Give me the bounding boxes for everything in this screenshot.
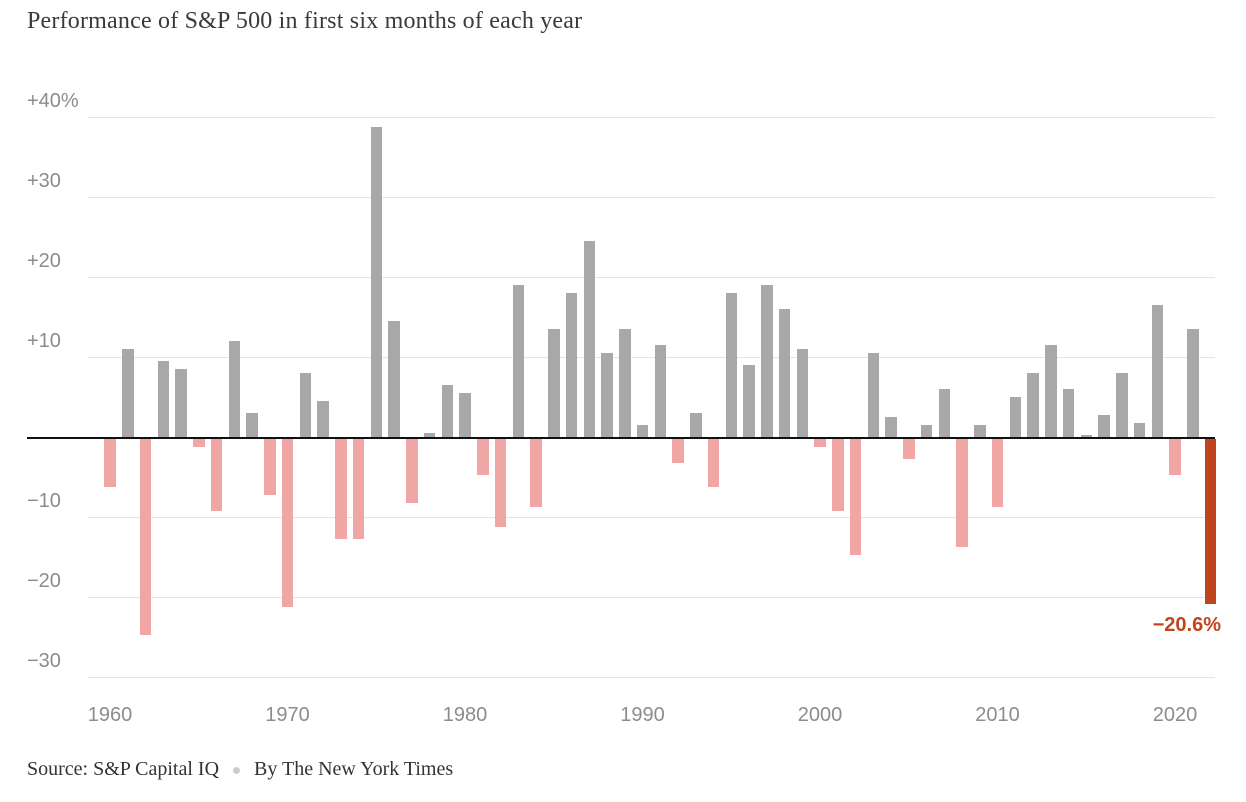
bar-1995 [725, 293, 737, 437]
bar-1965 [193, 439, 205, 447]
zero-baseline [27, 437, 1215, 439]
x-axis-label-1970: 1970 [265, 704, 310, 726]
x-axis-label-1990: 1990 [620, 704, 665, 726]
bar-1964 [175, 369, 187, 437]
bar-1963 [157, 361, 169, 437]
gridline-20 [88, 277, 1215, 278]
bar-2009 [974, 425, 986, 437]
bar-1988 [601, 353, 613, 437]
bar-1987 [583, 241, 595, 437]
byline-text: By The New York Times [254, 758, 454, 780]
y-axis-label--30: −30 [27, 650, 61, 672]
bar-2005 [903, 439, 915, 459]
bar-1993 [690, 413, 702, 437]
bar-1991 [654, 345, 666, 437]
bar-2002 [849, 439, 862, 555]
bar-2018 [1133, 423, 1146, 437]
x-axis-label-1980: 1980 [442, 704, 488, 726]
bar-1986 [565, 293, 578, 437]
bar-1979 [441, 385, 453, 437]
bar-1984 [530, 439, 542, 507]
y-axis-label-10: +10 [27, 330, 61, 352]
bar-1980 [459, 393, 471, 437]
highlight-value-label: −20.6% [1152, 614, 1221, 636]
y-axis-label--20: −20 [27, 570, 61, 592]
bar-2020 [1169, 439, 1181, 475]
separator-dot-icon [233, 767, 241, 774]
bar-1967 [228, 341, 240, 437]
bar-2011 [1009, 397, 1021, 437]
bar-1960 [104, 439, 116, 487]
bar-1976 [388, 321, 400, 437]
bar-1994 [707, 439, 720, 487]
y-axis-label-20: +20 [27, 250, 61, 272]
bar-2012 [1027, 373, 1039, 437]
bar-2021 [1187, 329, 1199, 437]
bar-2003 [867, 353, 879, 437]
footer-line: Source: S&P Capital IQ By The New York T… [27, 758, 453, 781]
x-axis-label-2020: 2020 [1152, 704, 1198, 726]
gridline--10 [88, 517, 1215, 518]
y-axis-label--10: −10 [27, 490, 61, 512]
bar-1977 [406, 439, 418, 503]
bar-1989 [619, 329, 631, 437]
bar-1981 [477, 439, 489, 475]
bar-1970 [281, 439, 294, 607]
gridline--20 [88, 597, 1215, 598]
bar-1973 [335, 439, 347, 539]
bar-1969 [264, 439, 276, 495]
bar-2004 [885, 417, 897, 437]
gridline--30 [88, 677, 1215, 678]
bar-1990 [636, 425, 649, 437]
bar-1997 [761, 285, 773, 437]
bar-2017 [1116, 373, 1128, 437]
bar-2007 [938, 389, 950, 437]
bar-1962 [139, 439, 152, 635]
bar-1974 [352, 439, 365, 539]
bar-1992 [672, 439, 684, 463]
bar-1968 [246, 413, 258, 437]
bar-1982 [494, 439, 507, 527]
bar-1998 [778, 309, 791, 437]
bar-2000 [814, 439, 826, 447]
bar-1961 [122, 349, 134, 437]
gridline-40 [88, 117, 1215, 118]
bar-2016 [1098, 415, 1110, 437]
bar-1966 [210, 439, 223, 511]
bar-2015 [1080, 434, 1092, 437]
x-axis-label-2010: 2010 [975, 704, 1020, 726]
bar-2014 [1062, 389, 1075, 437]
gridline-30 [88, 197, 1215, 198]
x-axis-label-2000: 2000 [797, 704, 843, 726]
bar-1983 [512, 285, 524, 437]
bar-2006 [920, 425, 933, 437]
gridline-10 [88, 357, 1215, 358]
bar-1972 [317, 401, 329, 437]
bar-1999 [796, 349, 808, 437]
y-axis-label-40: +40% [27, 90, 79, 112]
bar-1971 [299, 373, 311, 437]
source-text: Source: S&P Capital IQ [27, 758, 220, 780]
chart-title: Performance of S&P 500 in first six mont… [27, 8, 583, 34]
x-axis-label-1960: 1960 [87, 704, 133, 726]
bar-2001 [832, 439, 844, 511]
y-axis-label-30: +30 [27, 170, 61, 192]
bar-1996 [743, 365, 755, 437]
bar-2008 [956, 439, 968, 547]
bar-2019 [1151, 305, 1163, 437]
bar-1975 [370, 126, 382, 437]
bar-1985 [548, 329, 560, 437]
bar-2010 [991, 439, 1004, 507]
bar-2013 [1045, 345, 1057, 437]
bar-2022 [1204, 439, 1217, 604]
bar-1978 [423, 433, 436, 437]
